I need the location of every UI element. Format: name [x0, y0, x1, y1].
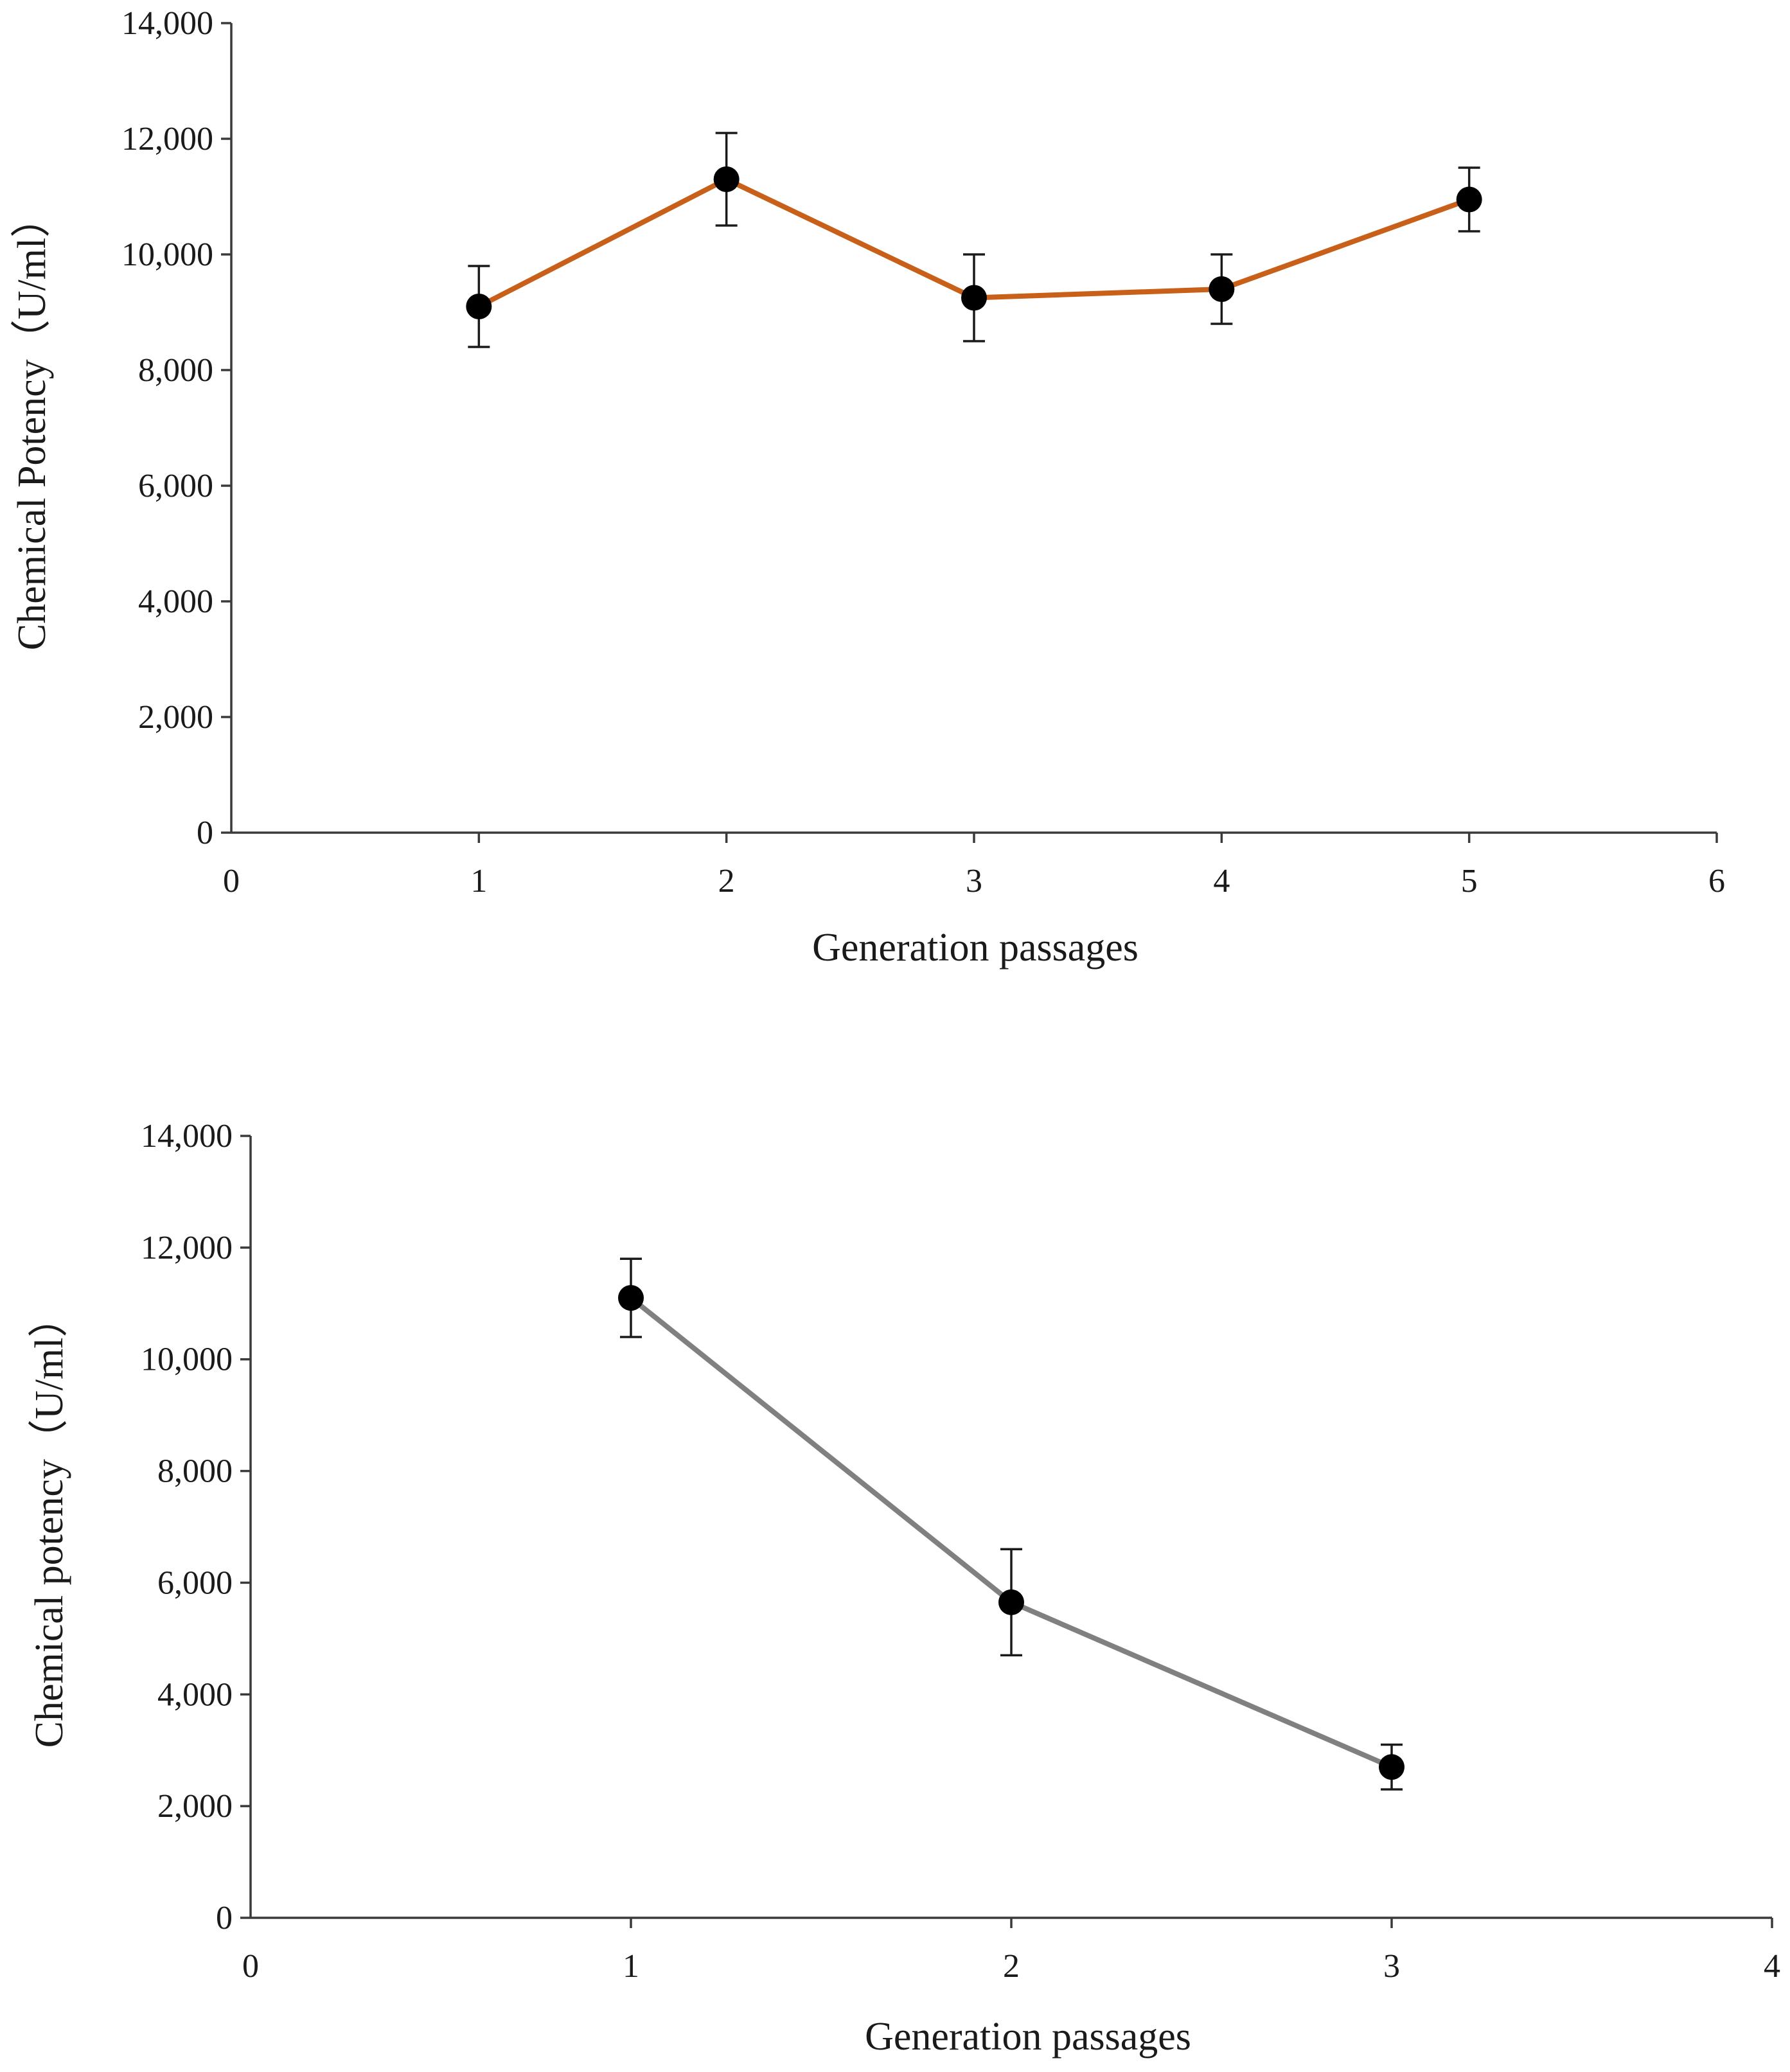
chart-1-x-ticks: 0 1 2 3 4 5 6 — [223, 833, 1725, 899]
chart-1-y-ticks: 0 2,000 4,000 6,000 8,000 10,000 12,000 14,000 — [121, 5, 231, 851]
chart-2: 02,0004,0006,0008,00010,00012,00014,000 … — [28, 1118, 1780, 2059]
chart-1-y-tick-label: 6,000 — [138, 468, 213, 504]
chart-2-y-tick-label: 10,000 — [141, 1341, 233, 1378]
chart-1: 02,0004,0006,0008,00010,00012,00014,000 … — [10, 5, 1725, 970]
chart-1-x-tick-label: 5 — [1461, 863, 1478, 899]
chart-1-y-tick-label: 4,000 — [138, 583, 213, 620]
chart-2-x-tick-label: 4 — [1764, 1948, 1780, 1985]
chart-1-data-point — [1209, 276, 1235, 302]
chart-2-y-ticks: 0 2,000 4,000 6,000 8,000 10,000 12,000 14,000 — [141, 1118, 251, 1936]
chart-1-series — [466, 132, 1482, 348]
chart-1-x-tick-label: 2 — [718, 863, 735, 899]
chart-1-x-tick-label: 4 — [1213, 863, 1230, 899]
chart-1-y-tick-label: 8,000 — [138, 352, 213, 389]
chart-1-data-point — [961, 285, 987, 311]
chart-2-x-tick-label: 1 — [623, 1948, 639, 1985]
chart-2-data-point — [1379, 1754, 1405, 1780]
chart-1-y-tick-label: 10,000 — [121, 236, 213, 273]
chart-1-x-tick-label: 6 — [1708, 863, 1725, 899]
chart-2-x-axis-title: Generation passages — [865, 2015, 1191, 2059]
chart-2-x-ticks: 0 1 2 3 4 — [242, 1918, 1780, 1985]
chart-1-y-tick-label: 12,000 — [121, 121, 213, 157]
chart-2-y-tick-label: 2,000 — [157, 1788, 233, 1825]
chart-1-axes — [230, 23, 1717, 834]
chart-2-y-tick-label: 4,000 — [157, 1676, 233, 1713]
chart-2-x-tick-label: 3 — [1383, 1948, 1400, 1985]
chart-1-data-point — [466, 294, 492, 319]
chart-1-data-point — [1456, 186, 1482, 213]
chart-2-data-point — [998, 1589, 1024, 1615]
chart-2-y-tick-label: 14,000 — [141, 1118, 233, 1155]
chart-1-x-tick-label: 0 — [223, 863, 240, 899]
chart-2-y-axis-title: Chemical potency（U/ml） — [28, 1298, 71, 1748]
chart-2-axes — [249, 1136, 1772, 1919]
chart-2-series — [618, 1257, 1405, 1791]
chart-2-y-tick-label: 8,000 — [157, 1453, 233, 1490]
chart-2-data-point — [618, 1285, 644, 1311]
chart-2-y-tick-label: 0 — [216, 1900, 233, 1936]
chart-2-series-line — [628, 1295, 1394, 1770]
chart-1-y-axis-title: Chemical Potency（U/ml） — [10, 198, 54, 650]
chart-1-y-tick-label: 2,000 — [138, 699, 213, 736]
chart-2-y-tick-label: 6,000 — [157, 1564, 233, 1601]
chart-1-x-tick-label: 1 — [470, 863, 487, 899]
chart-1-y-tick-label: 0 — [197, 815, 213, 851]
chart-2-y-tick-label: 12,000 — [141, 1230, 233, 1266]
chart-2-x-tick-label: 2 — [1003, 1948, 1020, 1985]
chart-1-x-tick-label: 3 — [966, 863, 982, 899]
chart-1-y-tick-label: 14,000 — [121, 5, 213, 42]
chart-1-x-axis-title: Generation passages — [812, 926, 1139, 970]
chart-1-data-point — [713, 166, 740, 192]
chart-2-x-tick-label: 0 — [242, 1948, 259, 1985]
